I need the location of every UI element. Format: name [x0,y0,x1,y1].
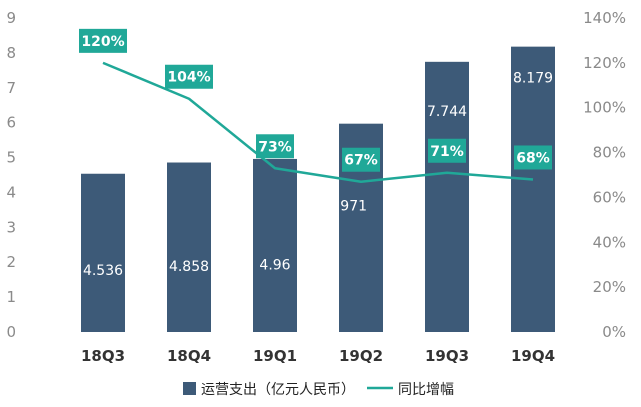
line-value-label: 104% [167,70,210,86]
y-right-tick-label: 140% [583,9,626,27]
bar-value-label: 4.96 [259,258,290,274]
line-value-label: 73% [258,139,292,155]
line-label-box [256,134,294,159]
line-label-box [79,28,127,53]
line-label-box [342,147,380,172]
bar [253,158,297,332]
bar-value-label: 4.536 [83,263,123,279]
y-right-tick-label: 60% [593,188,626,206]
line-value-label: 120% [81,34,124,50]
legend: 运营支出（亿元人民币） 同比增幅 [183,382,454,398]
line-value-label: 71% [430,144,464,160]
y-left-tick-label: 8 [6,44,16,62]
bar [425,61,469,333]
y-right-tick-label: 0% [602,323,626,341]
y-left-tick-label: 3 [6,218,16,236]
x-category-label: 18Q3 [81,347,125,365]
line-label-box [428,138,466,163]
bar-value-label: 7.744 [427,104,467,120]
y-right-tick-label: 40% [593,233,626,251]
x-category-label: 19Q4 [511,347,555,365]
line-label-box [165,64,213,89]
bar-value-label: 5.971 [327,199,367,215]
growth-line [102,61,534,183]
y-left-tick-label: 2 [6,253,16,271]
bar [511,46,555,333]
bar-value-label: 8.179 [513,71,553,87]
legend-bar-label: 运营支出（亿元人民币） [201,382,355,398]
y-left-tick-label: 5 [6,149,16,167]
y-axis-left: 0 1 2 3 4 5 6 7 8 9 [6,9,16,341]
line-label-box [514,145,552,170]
bar-value-label: 4.858 [169,259,209,275]
bar-series: 4.536 4.858 4.96 5.971 7.744 8.179 [81,46,555,333]
y-left-tick-label: 4 [6,183,16,201]
y-left-tick-label: 7 [6,79,16,97]
legend-bar-swatch [183,382,196,395]
y-left-tick-label: 1 [6,288,16,306]
x-category-label: 18Q4 [167,347,211,365]
y-left-tick-label: 6 [6,114,16,132]
bar [81,173,125,332]
y-left-tick-label: 9 [6,9,16,27]
y-right-tick-label: 100% [583,99,626,117]
line-value-label: 67% [344,153,378,169]
y-right-tick-label: 80% [593,144,626,162]
bar [167,162,211,332]
y-right-tick-label: 120% [583,54,626,72]
line-value-label: 68% [516,150,550,166]
y-left-tick-label: 0 [6,323,16,341]
line-series: 120% 104% 73% 67% 71% 68% [79,28,552,183]
x-category-label: 19Q3 [425,347,469,365]
y-axis-right: 0% 20% 40% 60% 80% 100% 120% 140% [583,9,626,341]
x-axis: 18Q3 18Q4 19Q1 19Q2 19Q3 19Q4 [81,347,555,365]
x-category-label: 19Q2 [339,347,383,365]
legend-line-label: 同比增幅 [398,382,454,398]
x-category-label: 19Q1 [253,347,297,365]
y-right-tick-label: 20% [593,278,626,296]
